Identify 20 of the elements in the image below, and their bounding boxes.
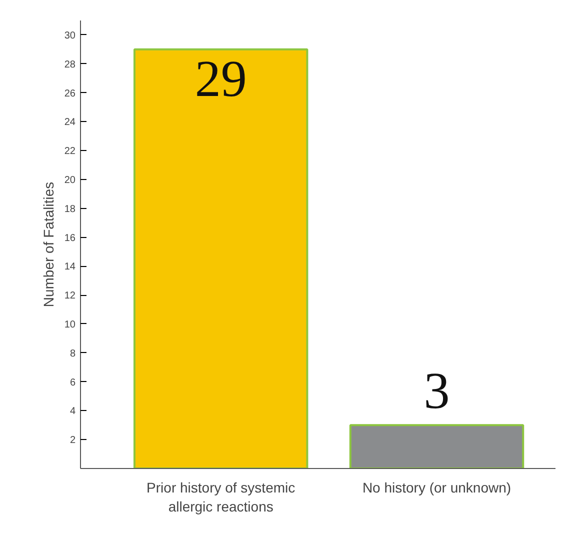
y-tick-label: 4 — [70, 406, 76, 418]
y-tick-label: 22 — [64, 146, 76, 158]
y-tick-label: 10 — [64, 319, 76, 330]
x-tick-label: No history (or unknown) — [362, 480, 512, 496]
x-tick-label: Prior history of systemic allergic reactions — [146, 480, 296, 515]
y-axis-title: Number of Fatalities — [40, 182, 56, 308]
y-tick-label: 6 — [70, 377, 76, 388]
data-label: 29 — [194, 50, 247, 108]
y-tick-label: 2 — [70, 435, 76, 446]
y-tick-label: 16 — [64, 232, 76, 244]
y-tick-label: 30 — [64, 30, 76, 42]
y-tick-label: 14 — [64, 262, 76, 273]
y-tick-label: 8 — [70, 348, 76, 360]
y-tick-label: 24 — [64, 117, 76, 128]
data-label: 3 — [424, 362, 450, 420]
y-tick-label: 26 — [64, 88, 76, 100]
y-tick-label: 18 — [64, 204, 76, 215]
y-tick-label: 28 — [64, 59, 76, 70]
y-tick-label: 12 — [64, 290, 76, 302]
y-tick-label: 20 — [64, 174, 76, 186]
